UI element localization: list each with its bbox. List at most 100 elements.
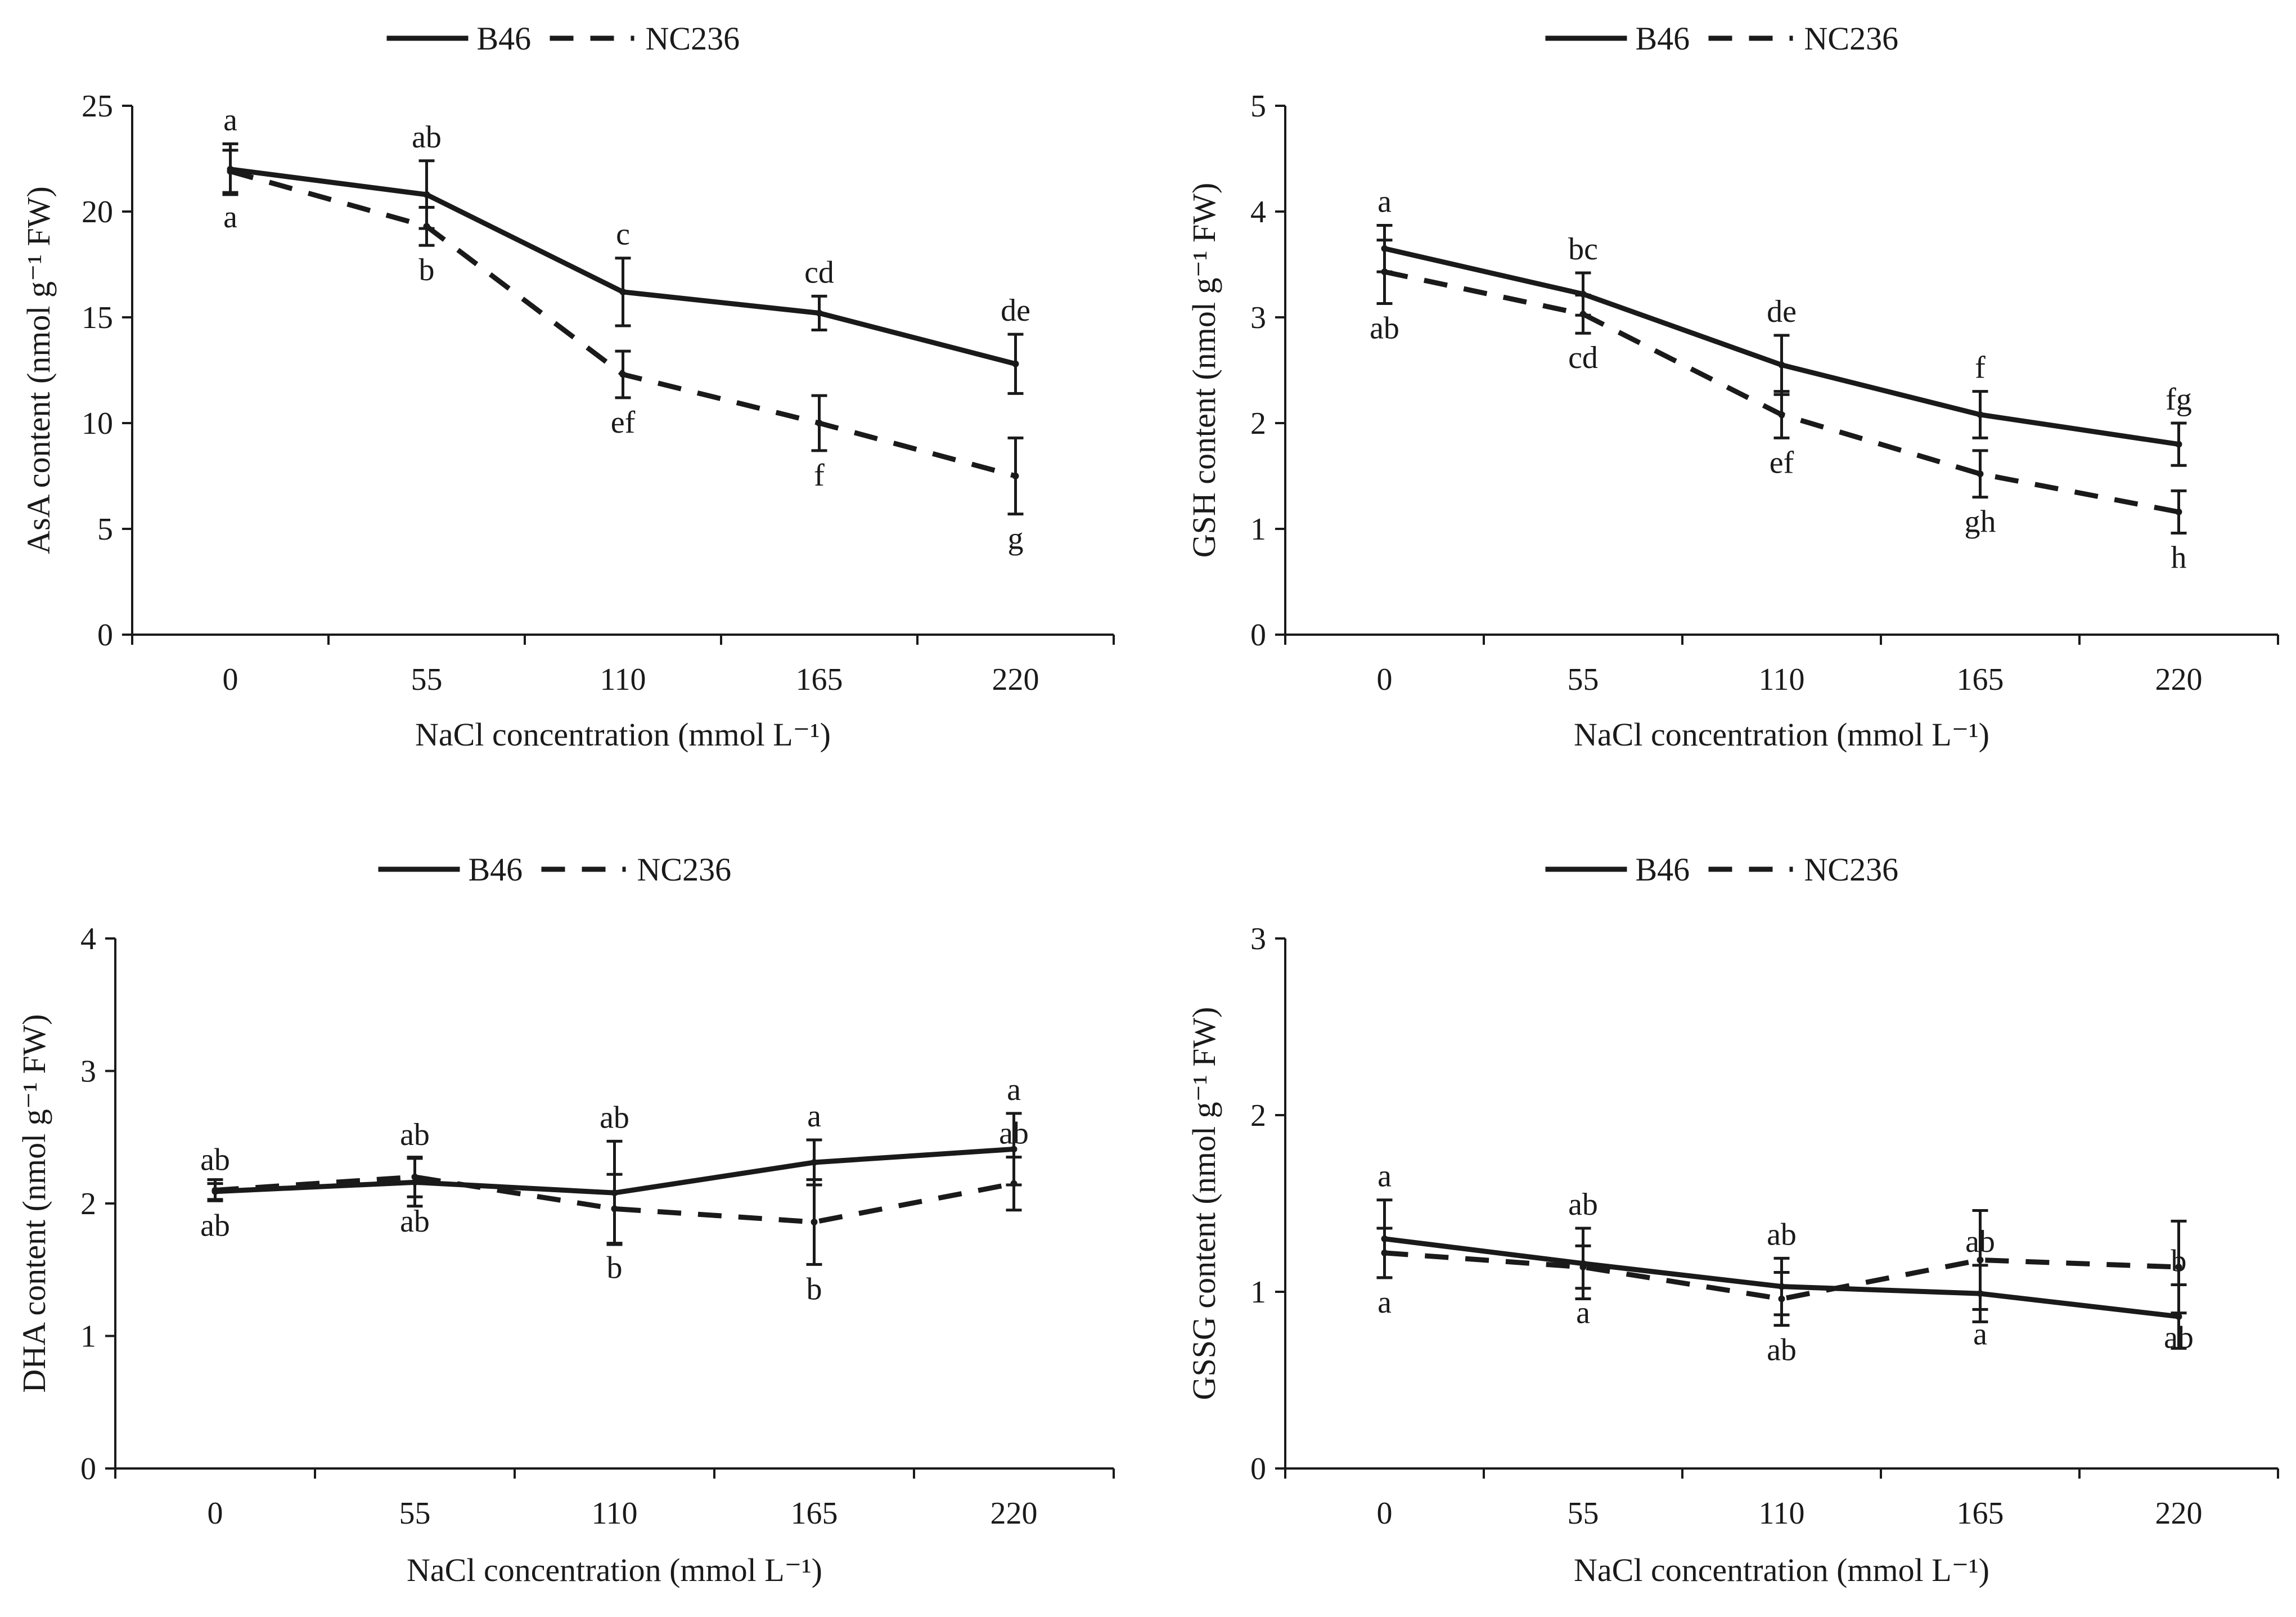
data-point-nc236 — [816, 420, 823, 426]
error-bar-nc236 — [806, 1178, 822, 1266]
significance-letter-nc236: ab — [2164, 1320, 2194, 1355]
x-tick-label: 0 — [208, 1496, 223, 1531]
y-axis-title: DHA content (nmol g⁻¹ FW) — [16, 1014, 52, 1393]
x-tick-label: 220 — [991, 1496, 1038, 1531]
y-tick-label: 0 — [1250, 1452, 1266, 1486]
significance-letter-nc236: ab — [1370, 311, 1399, 346]
error-bar-nc236 — [1972, 1209, 1988, 1311]
significance-letter-b46: de — [1001, 293, 1030, 328]
data-point-nc236 — [611, 1205, 618, 1212]
panel-gsh: 0 1 2 3 4 5 0 55 110 165 220 NaCl concentration (mm… — [1186, 20, 2279, 753]
data-point-nc236 — [211, 1187, 219, 1194]
significance-letter-b46: ab — [1568, 1187, 1598, 1222]
significance-letter-b46: a — [1377, 184, 1392, 219]
y-tick-label: 15 — [82, 300, 113, 335]
x-tick-label: 55 — [1568, 662, 1599, 697]
legend-label-b46: B46 — [1636, 20, 1690, 57]
x-tick-label: 165 — [791, 1496, 838, 1531]
error-bar-nc236 — [615, 349, 631, 399]
significance-letter-nc236: ab — [1767, 1333, 1797, 1368]
significance-letter-nc236: a — [1576, 1296, 1590, 1331]
data-point-b46 — [811, 1158, 818, 1166]
y-tick-label: 25 — [82, 89, 113, 124]
y-axis-title: GSSG content (nmol g⁻¹ FW) — [1186, 1007, 1222, 1400]
error-bar-nc236 — [1006, 1156, 1022, 1212]
x-tick-label: 110 — [1759, 1496, 1805, 1531]
significance-letter-nc236: b — [419, 253, 435, 288]
legend-label-nc236: NC236 — [1804, 851, 1899, 888]
data-point-nc236 — [1977, 470, 1984, 478]
x-tick-label: 55 — [1568, 1496, 1599, 1531]
x-tick-label: 0 — [1377, 662, 1393, 697]
legend: B46 NC236 — [1545, 20, 1899, 57]
x-tick-label: 110 — [592, 1496, 638, 1531]
data-point-nc236 — [1012, 473, 1019, 479]
data-point-b46 — [1977, 411, 1984, 418]
data-point-nc236 — [1381, 1249, 1388, 1256]
significance-letter-nc236: b — [807, 1272, 822, 1306]
data-point-nc236 — [1381, 268, 1388, 276]
x-tick-label: 55 — [411, 662, 443, 697]
significance-letter-b46: fg — [2166, 382, 2192, 417]
significance-letter-b46: a — [807, 1099, 821, 1134]
x-axis-title: NaCl concentration (mmol L⁻¹) — [415, 716, 831, 753]
y-tick-label: 0 — [97, 618, 113, 653]
significance-letter-nc236: ab — [200, 1208, 230, 1243]
data-point-nc236 — [227, 168, 234, 175]
x-axis-title: NaCl concentration (mmol L⁻¹) — [407, 1552, 822, 1588]
y-tick-label: 4 — [80, 922, 96, 956]
y-axis-title: AsA content (nmol g⁻¹ FW) — [20, 186, 57, 554]
error-bar-nc236 — [418, 205, 435, 247]
significance-letter-b46: cd — [804, 255, 834, 290]
data-point-nc236 — [811, 1218, 818, 1225]
y-tick-label: 0 — [1250, 618, 1266, 653]
data-point-nc236 — [1778, 411, 1785, 418]
significance-letter-b46: c — [616, 217, 630, 252]
y-tick-label: 3 — [1250, 922, 1266, 956]
error-bar-nc236 — [1972, 449, 1988, 499]
y-tick-label: 5 — [97, 512, 113, 547]
significance-letter-b46: ab — [1767, 1217, 1797, 1252]
legend: B46 NC236 — [1545, 851, 1899, 888]
data-point-b46 — [423, 191, 430, 198]
error-bar-b46 — [806, 1138, 822, 1187]
error-bar-nc236 — [222, 149, 238, 194]
significance-letter-b46: f — [1975, 351, 1986, 385]
y-tick-label: 1 — [80, 1319, 96, 1354]
data-point-nc236 — [1579, 311, 1587, 318]
y-axis-title: GSH content (nmol g⁻¹ FW) — [1186, 183, 1222, 558]
legend-label-b46: B46 — [1636, 851, 1690, 888]
significance-letter-nc236: gh — [1965, 505, 1996, 540]
legend-label-nc236: NC236 — [1804, 20, 1899, 57]
error-bar-nc236 — [2171, 1219, 2187, 1315]
significance-letter-b46: ab — [200, 1143, 230, 1178]
y-tick-label: 5 — [1250, 89, 1266, 124]
y-tick-label: 1 — [1250, 1275, 1266, 1310]
significance-letter-b46: ab — [600, 1100, 629, 1135]
significance-letter-nc236: a — [223, 200, 237, 235]
x-tick-label: 110 — [600, 662, 646, 697]
significance-letter-nc236: ab — [400, 1204, 430, 1239]
legend-label-b46: B46 — [477, 20, 532, 57]
x-tick-label: 0 — [1377, 1496, 1393, 1531]
significance-letter-nc236: cd — [1568, 340, 1598, 375]
x-axis-title: NaCl concentration (mmol L⁻¹) — [1574, 1552, 1989, 1588]
error-bar-nc236 — [606, 1173, 623, 1245]
y-tick-label: 3 — [80, 1054, 96, 1089]
significance-letter-nc236: g — [1008, 522, 1024, 556]
error-bar-nc236 — [407, 1156, 423, 1198]
significance-letter-nc236: ef — [1770, 445, 1794, 480]
significance-letter-b46: a — [1007, 1072, 1021, 1107]
error-bar-nc236 — [1376, 239, 1393, 306]
data-point-b46 — [619, 288, 627, 295]
x-tick-label: 0 — [223, 662, 238, 697]
legend-label-nc236: NC236 — [646, 20, 740, 57]
significance-letter-nc236: f — [814, 458, 825, 493]
significance-letter-nc236: a — [1973, 1317, 1987, 1351]
y-tick-label: 0 — [80, 1452, 96, 1486]
data-point-nc236 — [619, 371, 627, 378]
y-tick-label: 10 — [82, 406, 113, 441]
legend: B46 NC236 — [378, 851, 731, 888]
panel-asa: 0 5 10 15 20 25 0 55 110 165 220 NaCl concentration… — [20, 20, 1115, 753]
